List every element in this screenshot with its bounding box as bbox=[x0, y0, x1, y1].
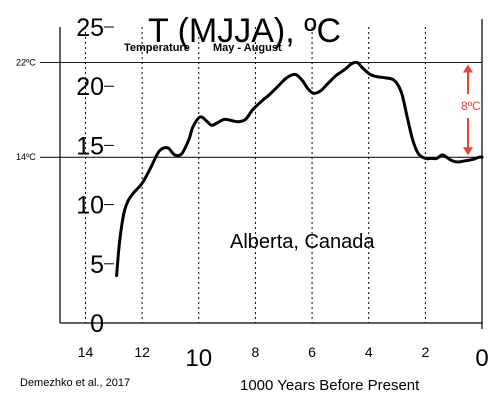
temperature-series-line bbox=[115, 60, 484, 278]
location-annotation: Alberta, Canada bbox=[230, 231, 375, 253]
x-axis-label: 1000 Years Before Present bbox=[240, 377, 420, 394]
x-tick-label: 10 bbox=[185, 345, 212, 372]
x-tick-label: 4 bbox=[365, 344, 373, 360]
delta-arrow-up-head bbox=[463, 64, 473, 73]
chart-subtitle-months: May - August bbox=[213, 42, 282, 54]
x-tick-label: 14 bbox=[78, 344, 94, 360]
y-tick-label: 5 bbox=[90, 251, 104, 279]
y-tick-label: 25 bbox=[76, 14, 104, 42]
x-tick-label: 8 bbox=[252, 344, 260, 360]
x-tick-label: 0 bbox=[475, 345, 488, 372]
y-tick-label: 20 bbox=[76, 73, 104, 101]
reference-line-label: 22ºC bbox=[16, 58, 36, 68]
chart-subtitle-temperature: Temperature bbox=[124, 42, 190, 54]
y-tick-label: 10 bbox=[76, 192, 104, 220]
x-tick-label: 2 bbox=[421, 344, 429, 360]
source-citation: Demezhko et al., 2017 bbox=[20, 377, 130, 389]
delta-arrow-down-head bbox=[463, 147, 473, 156]
y-tick-label: 15 bbox=[76, 132, 104, 160]
reference-line-label: 14ºC bbox=[16, 152, 36, 162]
chart-title: T (MJJA), ºC bbox=[148, 12, 341, 50]
x-tick-label: 12 bbox=[134, 344, 150, 360]
delta-annotation: 8ºC bbox=[461, 99, 481, 113]
y-tick-label: 0 bbox=[90, 310, 104, 338]
x-tick-label: 6 bbox=[308, 344, 316, 360]
